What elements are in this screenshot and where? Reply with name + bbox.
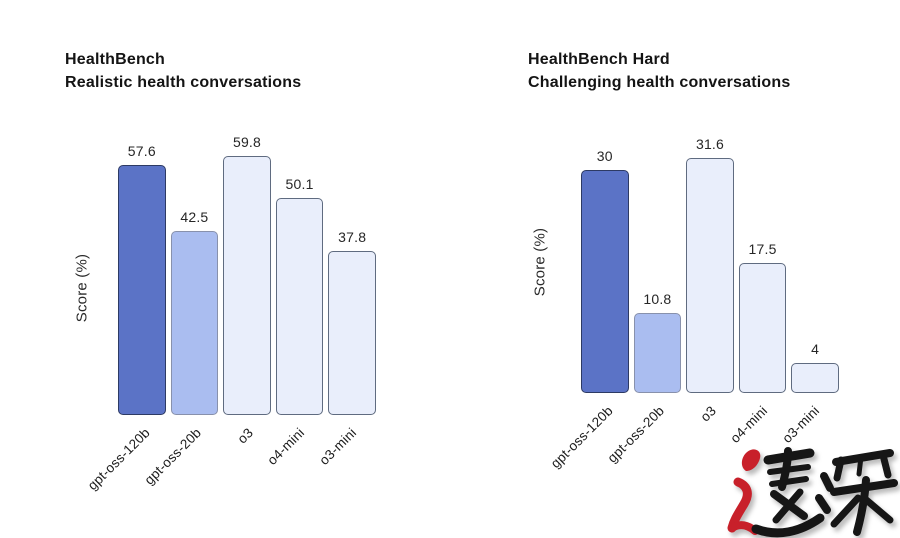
bar-o3-mini — [328, 251, 376, 415]
bar-group: 30 10.8 31.6 17.5 4 — [581, 133, 839, 393]
y-axis-label: Score (%) — [73, 253, 91, 323]
bar-column-o4-mini: 50.1 — [275, 155, 324, 415]
bar-column-gpt-oss-120b: 57.6 — [118, 143, 166, 415]
calligraphy-watermark-logo — [727, 447, 898, 538]
bar-column-o3: 59.8 — [223, 134, 271, 415]
bar-column-o4-mini: 17.5 — [738, 133, 787, 393]
x-tick-label: o3-mini — [315, 425, 359, 468]
bar-value-label: 42.5 — [180, 208, 209, 225]
bar-column-gpt-oss-20b: 10.8 — [633, 133, 682, 393]
bar-gpt-oss-120b — [118, 165, 166, 415]
bar-column-gpt-oss-20b: 42.5 — [170, 155, 219, 415]
bar-value-label: 57.6 — [127, 143, 156, 160]
bar-value-label: 30 — [596, 148, 613, 165]
bar-o3 — [223, 155, 271, 415]
chart-healthbench-hard: HealthBench Hard Challenging health conv… — [525, 46, 900, 538]
bar-gpt-oss-20b — [633, 312, 682, 393]
chart-subtitle: Realistic health conversations — [65, 74, 302, 91]
bar-value-label: 31.6 — [695, 136, 725, 153]
bar-value-label: 37.8 — [338, 229, 367, 246]
bar-o3-mini — [791, 363, 839, 393]
chart-healthbench: HealthBench Realistic health conversatio… — [62, 46, 442, 538]
bar-gpt-oss-120b — [581, 170, 629, 393]
chart-title: HealthBench Realistic health conversatio… — [65, 48, 301, 94]
x-tick-label: o3-mini — [778, 403, 822, 446]
chart-title-line1: HealthBench — [65, 51, 165, 68]
bar-group: 57.6 42.5 59.8 50.1 37.8 — [118, 134, 376, 415]
x-tick-label: o4-mini — [727, 403, 771, 446]
x-tick-label: gpt-oss-120b — [547, 403, 616, 472]
bar-o3 — [686, 158, 734, 393]
watermark-black-strokes — [751, 447, 898, 538]
bar-value-label: 10.8 — [643, 290, 672, 307]
bar-value-label: 59.8 — [232, 133, 262, 150]
x-tick-label: o3 — [697, 403, 719, 425]
bar-o4-mini — [738, 263, 787, 393]
x-tick-label: o3 — [234, 425, 256, 447]
bar-o4-mini — [275, 197, 324, 415]
watermark-red-strokes — [727, 449, 761, 535]
bar-column-o3-mini: 4 — [791, 133, 839, 393]
bar-value-label: 50.1 — [285, 175, 314, 192]
bar-column-gpt-oss-120b: 30 — [581, 133, 629, 393]
x-tick-label: o4-mini — [264, 425, 308, 468]
bar-value-label: 4 — [811, 341, 820, 358]
chart-subtitle: Challenging health conversations — [528, 74, 791, 91]
bar-column-o3: 31.6 — [686, 133, 734, 393]
chart-title: HealthBench Hard Challenging health conv… — [528, 48, 790, 94]
bar-value-label: 17.5 — [748, 241, 777, 257]
y-axis-label: Score (%) — [531, 227, 549, 297]
bar-column-o3-mini: 37.8 — [328, 155, 376, 415]
x-tick-label: gpt-oss-120b — [84, 425, 153, 494]
bar-gpt-oss-20b — [170, 230, 219, 415]
chart-title-line1: HealthBench Hard — [528, 51, 670, 68]
